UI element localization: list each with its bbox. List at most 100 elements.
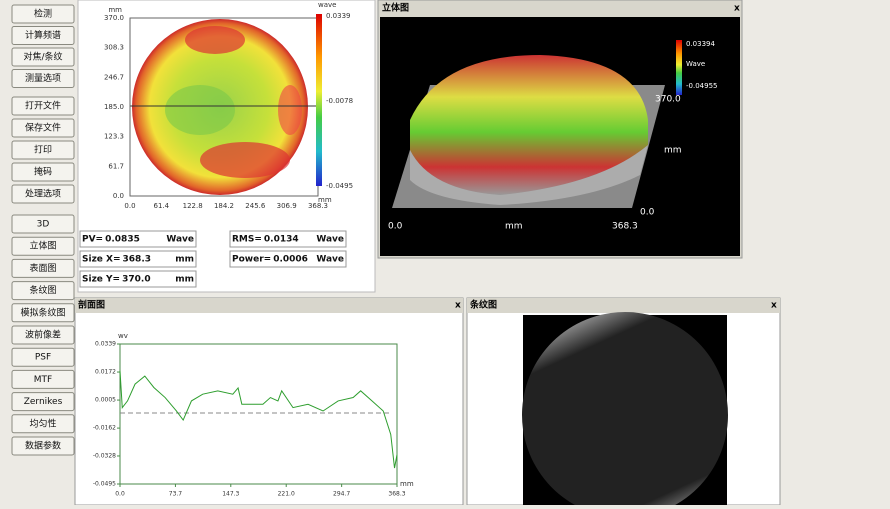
button-face xyxy=(11,392,75,412)
contour-blob xyxy=(200,142,290,178)
stat: Power= 0.0006 Wave xyxy=(229,250,347,268)
button[interactable]: 数据参数 xyxy=(11,436,75,456)
button[interactable]: 保存文件 xyxy=(11,118,75,138)
x-tick-label: 294.7 xyxy=(333,491,350,498)
colorbar-label: Wave xyxy=(686,60,705,68)
x-tick-label: 73.7 xyxy=(169,491,183,498)
button-label: 掩码 xyxy=(34,166,52,178)
button-label: 保存文件 xyxy=(25,122,61,134)
y-unit: wv xyxy=(118,332,128,340)
button-face xyxy=(11,258,75,278)
button[interactable]: PSF xyxy=(11,347,75,367)
x-tick-label: 368.3 xyxy=(388,491,405,498)
stat-box xyxy=(79,250,197,268)
stat: PV= 0.0835 Wave xyxy=(79,230,197,248)
close-button[interactable]: x xyxy=(771,301,777,311)
x-unit: mm xyxy=(318,196,332,204)
button[interactable]: 测量选项 xyxy=(11,69,75,88)
button-face xyxy=(11,436,75,456)
x-tick-label: 61.4 xyxy=(154,202,170,210)
stat-box xyxy=(229,230,347,248)
stat-unit: mm xyxy=(175,275,194,285)
title-bar xyxy=(75,298,463,313)
button-label: 立体图 xyxy=(29,240,56,252)
button-face xyxy=(11,69,75,88)
button-face xyxy=(11,347,75,367)
close-button[interactable]: x xyxy=(734,4,740,14)
button-label: 波前像差 xyxy=(25,329,61,341)
button[interactable]: 表面图 xyxy=(11,258,75,278)
axis-label: 0.0 xyxy=(640,208,655,218)
button[interactable]: 均匀性 xyxy=(11,414,75,434)
profile-panel xyxy=(74,297,464,506)
axis-label: mm xyxy=(505,222,523,232)
stat-label: RMS= xyxy=(232,235,262,245)
title-bar xyxy=(467,298,780,313)
button[interactable]: 掩码 xyxy=(11,162,75,182)
button-face xyxy=(11,140,75,160)
button[interactable]: 立体图 xyxy=(11,236,75,256)
colorbar-label: -0.0078 xyxy=(326,97,353,105)
colorbar-label: -0.04955 xyxy=(686,82,717,90)
y-tick-label: -0.0328 xyxy=(93,452,116,459)
button[interactable]: 条纹图 xyxy=(11,281,75,301)
button-face xyxy=(11,4,75,24)
x-tick-label: 368.3 xyxy=(308,202,328,210)
stat-unit: Wave xyxy=(316,255,344,265)
profile-line xyxy=(119,370,398,469)
contour-blob xyxy=(165,85,235,135)
colorbar-unit: wave xyxy=(318,1,336,9)
colorbar xyxy=(676,40,682,95)
close-button[interactable]: x xyxy=(455,301,461,311)
stats: PV= 0.0835 Wave Size X= 368.3 mm Size Y= 370.0 m… xyxy=(79,230,347,288)
x-tick-label: 221.0 xyxy=(278,491,295,498)
button-label: 条纹图 xyxy=(29,284,56,296)
axis-label: 0.0 xyxy=(388,222,403,232)
stat-value: 368.3 xyxy=(123,255,151,265)
button-label: 对焦/条纹 xyxy=(23,51,62,63)
x-tick-label: 0.0 xyxy=(115,491,125,498)
button-label: 表面图 xyxy=(29,262,56,274)
stat-value: 0.0006 xyxy=(273,255,308,265)
x-tick-label: 306.9 xyxy=(277,202,297,210)
colorbar-label: 0.0339 xyxy=(326,12,351,20)
button[interactable]: 打印 xyxy=(11,140,75,160)
y-tick-label: 370.0 xyxy=(104,14,124,22)
plot-frame xyxy=(119,343,398,485)
button[interactable]: Zernikes xyxy=(11,392,75,412)
button[interactable]: 波前像差 xyxy=(11,325,75,345)
x-tick-label: 245.6 xyxy=(245,202,266,210)
button-label: 模拟条纹图 xyxy=(20,306,65,318)
button-face xyxy=(11,414,75,434)
x-tick-label: 0.0 xyxy=(124,202,135,210)
y-tick-label: 123.3 xyxy=(104,133,124,141)
button-label: 检测 xyxy=(34,8,52,20)
y-tick-label: 0.0005 xyxy=(95,397,116,404)
button[interactable]: 检测 xyxy=(11,4,75,24)
button-face xyxy=(11,162,75,182)
y-tick-label: 0.0 xyxy=(113,192,124,200)
stat: Size Y= 370.0 mm xyxy=(79,270,197,288)
button-face xyxy=(11,26,75,45)
button-label: Zernikes xyxy=(24,397,63,407)
stat-label: Power= xyxy=(232,255,271,265)
button[interactable]: 3D xyxy=(11,214,75,234)
stat-box xyxy=(79,270,197,288)
button[interactable]: 打开文件 xyxy=(11,96,75,116)
button[interactable]: MTF xyxy=(11,369,75,389)
button[interactable]: 处理选项 xyxy=(11,184,75,204)
stat-box xyxy=(229,250,347,268)
button[interactable]: 计算频谱 xyxy=(11,26,75,45)
y-tick-label: 61.7 xyxy=(108,162,124,170)
fringe-image xyxy=(508,298,742,509)
button-face xyxy=(11,325,75,345)
button-label: 数据参数 xyxy=(25,440,61,452)
stat: RMS= 0.0134 Wave xyxy=(229,230,347,248)
button[interactable]: 模拟条纹图 xyxy=(11,303,75,323)
button[interactable]: 对焦/条纹 xyxy=(11,47,75,67)
y-tick-label: 246.7 xyxy=(104,73,124,81)
button-label: 打印 xyxy=(34,144,52,156)
